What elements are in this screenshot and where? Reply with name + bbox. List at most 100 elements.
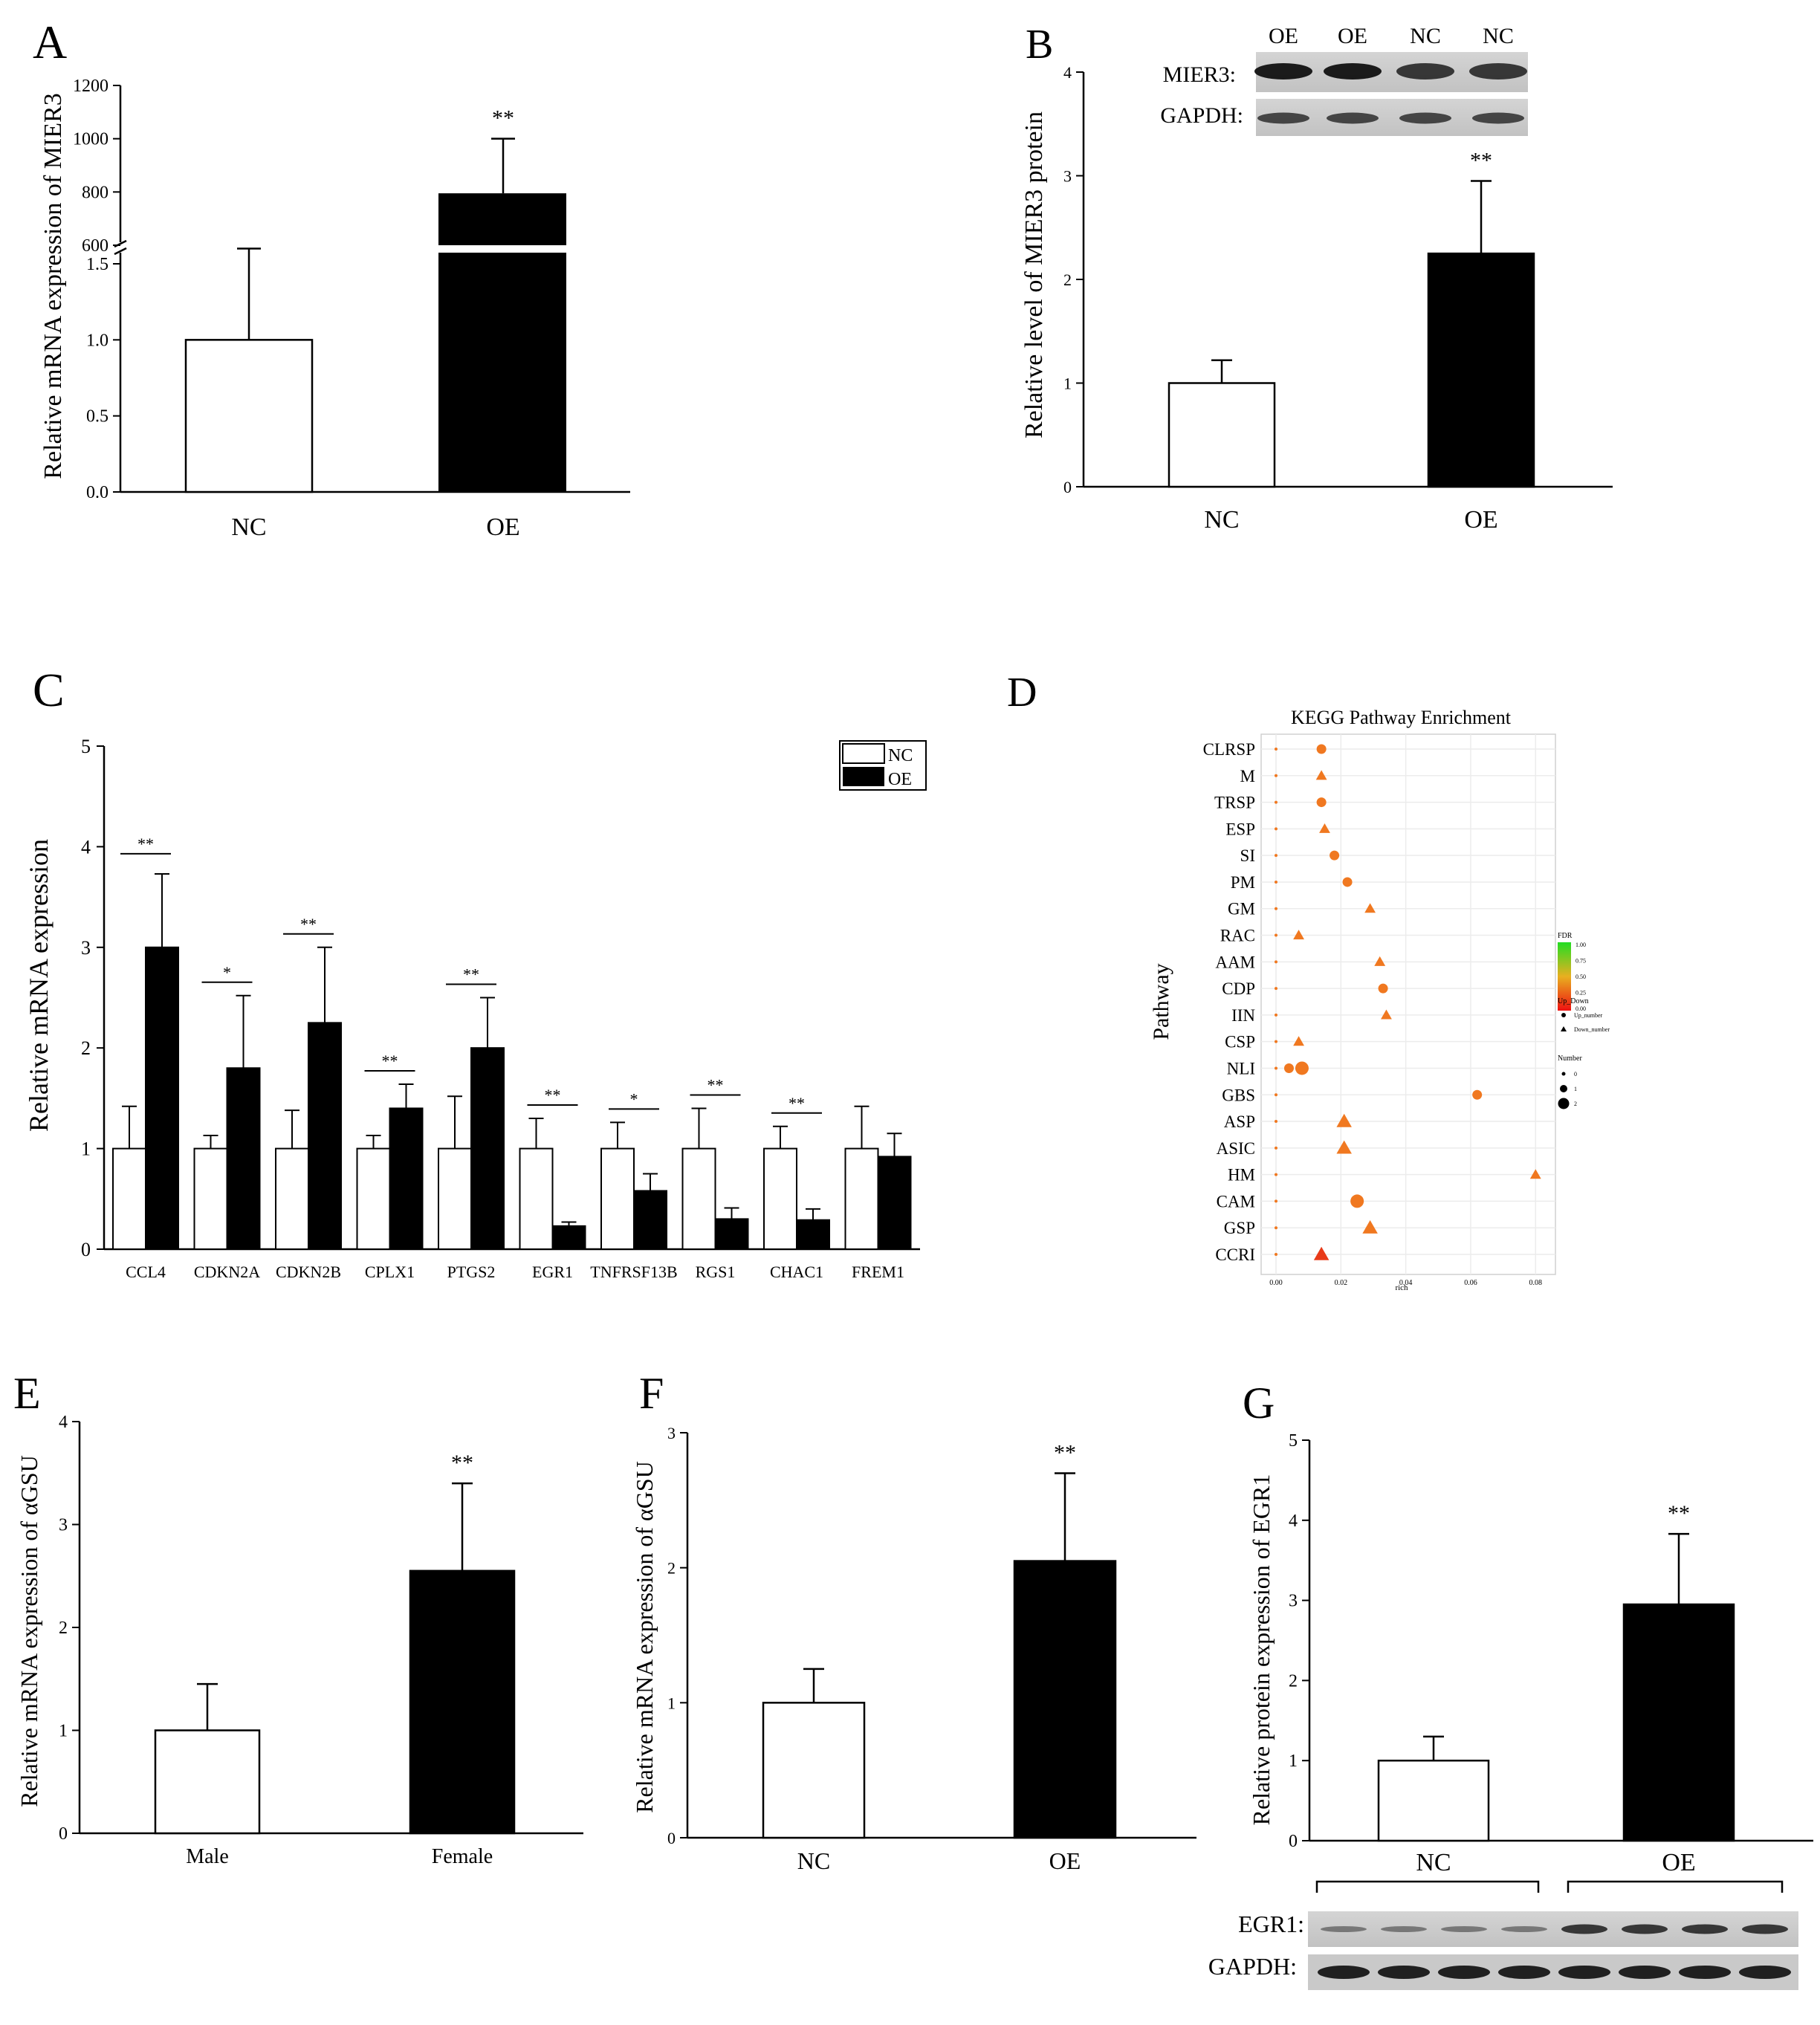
pathway-label: ASP: [1224, 1112, 1255, 1131]
panel-d-xlabel: rich: [1395, 1283, 1408, 1292]
x-tick-label: OE: [1049, 1847, 1081, 1874]
bar-nc: [1377, 1759, 1490, 1842]
x-tick-label: CDKN2A: [194, 1263, 260, 1281]
panel-label-e: E: [13, 1369, 41, 1418]
band-gapdh: [1498, 1966, 1550, 1979]
legend-down-symbol: [1561, 1026, 1567, 1031]
significance-mark: **: [137, 835, 154, 853]
y-tick-label: 1: [59, 1722, 68, 1741]
legend-up-symbol: [1561, 1013, 1566, 1017]
plot-area: [1260, 733, 1556, 1275]
legend-number-symbol: [1560, 1085, 1567, 1092]
baseline-point: [1275, 960, 1277, 964]
point-up-nli: [1295, 1061, 1309, 1075]
significance-mark: **: [1470, 148, 1492, 172]
pathway-label: CCRI: [1215, 1245, 1255, 1264]
y-tick-label: 0: [1289, 1832, 1298, 1851]
point-down-gsp: [1362, 1219, 1378, 1234]
panel-g-chart: Relative protein expression of EGR1 0 1 2 3…: [1248, 1431, 1813, 1876]
significance-mark: *: [223, 963, 231, 982]
x-tick-label: Male: [186, 1845, 229, 1868]
band-gapdh: [1619, 1966, 1671, 1979]
x-tick-label: CHAC1: [770, 1263, 823, 1281]
y-tick-label: 1: [667, 1694, 676, 1712]
y-tick-label: 0: [81, 1239, 91, 1260]
panel-b-chart: Relative level of MIER3 protein 0 1 2 3 4 NC O…: [1020, 63, 1613, 534]
y-tick-label: 4: [59, 1413, 68, 1432]
significance-mark: **: [1668, 1501, 1690, 1526]
panel-b-western-blot: OE OE NC NC MIER3: GAPDH:: [1160, 24, 1528, 136]
pathway-label: CDP: [1222, 979, 1255, 998]
band-gapdh: [1558, 1966, 1610, 1979]
blot-row-label-egr1: EGR1:: [1238, 1911, 1304, 1937]
y-tick-label: 4: [81, 836, 91, 858]
panel-d-title: KEGG Pathway Enrichment: [1291, 707, 1512, 728]
bar-nc-tnfrsf13b: [600, 1147, 635, 1250]
panel-label-a: A: [33, 16, 67, 68]
bar-oe-chac1: [796, 1219, 830, 1251]
baseline-point: [1275, 827, 1277, 831]
bar-oe: [1013, 1560, 1117, 1839]
baseline-point: [1275, 987, 1277, 991]
significance-mark: **: [1054, 1441, 1076, 1465]
y-tick-label: 0.0: [86, 483, 109, 502]
x-tick-label: PTGS2: [447, 1263, 496, 1281]
y-tick-label: 0.5: [86, 407, 109, 427]
baseline-point: [1275, 1146, 1277, 1150]
pathway-label: M: [1240, 767, 1255, 785]
y-tick-label: 4: [1063, 63, 1072, 82]
panel-a-ylabel: Relative mRNA expression of MIER3: [39, 93, 67, 479]
bar-nc-ptgs2: [438, 1147, 472, 1250]
x-tick-label: EGR1: [532, 1263, 573, 1281]
x-tick-label: RGS1: [696, 1263, 736, 1281]
baseline-point: [1275, 1226, 1277, 1230]
band-mier3: [1396, 63, 1454, 80]
legend-swatch-nc: [842, 743, 885, 764]
y-tick-label: 5: [1289, 1431, 1298, 1451]
pathway-label: RAC: [1220, 927, 1255, 945]
y-tick-label: 3: [59, 1516, 68, 1535]
bar-male: [154, 1729, 261, 1835]
panel-label-g: G: [1243, 1378, 1275, 1428]
bar-oe-upper: [438, 193, 566, 245]
bar-nc-cdkn2a: [193, 1147, 228, 1250]
y-tick-label: 800: [82, 183, 109, 202]
baseline-point: [1275, 1093, 1277, 1097]
baseline-point: [1275, 907, 1277, 910]
bar-oe-lower: [438, 253, 566, 492]
x-tick-label: OE: [1662, 1849, 1695, 1876]
x-tick-label: OE: [486, 513, 519, 541]
group-bracket-oe: [1567, 1880, 1784, 1893]
bar-nc-egr1: [519, 1147, 554, 1250]
panel-f-chart: Relative mRNA expression of αGSU 0 1 2 3 NC O…: [631, 1424, 1196, 1874]
band-egr1: [1682, 1924, 1728, 1934]
baseline-point: [1275, 1040, 1277, 1043]
legend-label-oe: OE: [888, 770, 912, 789]
point-up-nli: [1283, 1063, 1294, 1073]
x-tick-label: 0.06: [1464, 1279, 1477, 1287]
point-down-m: [1315, 770, 1327, 780]
bar-oe-cdkn2b: [308, 1022, 342, 1250]
x-tick-label: NC: [1204, 506, 1239, 534]
pathway-label: HM: [1228, 1166, 1255, 1185]
y-tick-label: 4: [1289, 1512, 1298, 1531]
point-down-aam: [1374, 956, 1386, 966]
panel-label-b: B: [1026, 22, 1053, 68]
pathway-label: ESP: [1225, 820, 1255, 838]
x-tick-label: TNFRSF13B: [590, 1263, 677, 1281]
fdr-tick-label: 0.50: [1576, 973, 1586, 980]
bar-oe: [1622, 1603, 1735, 1842]
point-up-gbs: [1472, 1089, 1483, 1100]
y-tick-label: 2: [667, 1559, 676, 1578]
bar-nc-ccl4: [112, 1147, 146, 1250]
band-egr1: [1441, 1926, 1487, 1932]
pathway-label: CAM: [1217, 1192, 1255, 1211]
point-down-rac: [1293, 930, 1304, 940]
x-tick-label: 0.00: [1269, 1279, 1283, 1287]
point-up-cam: [1350, 1194, 1364, 1208]
significance-mark: **: [707, 1075, 724, 1094]
y-tick-label: 1.5: [86, 255, 109, 274]
x-tick-label: FREM1: [852, 1263, 904, 1281]
blot-row-label-mier3: MIER3:: [1163, 62, 1236, 87]
